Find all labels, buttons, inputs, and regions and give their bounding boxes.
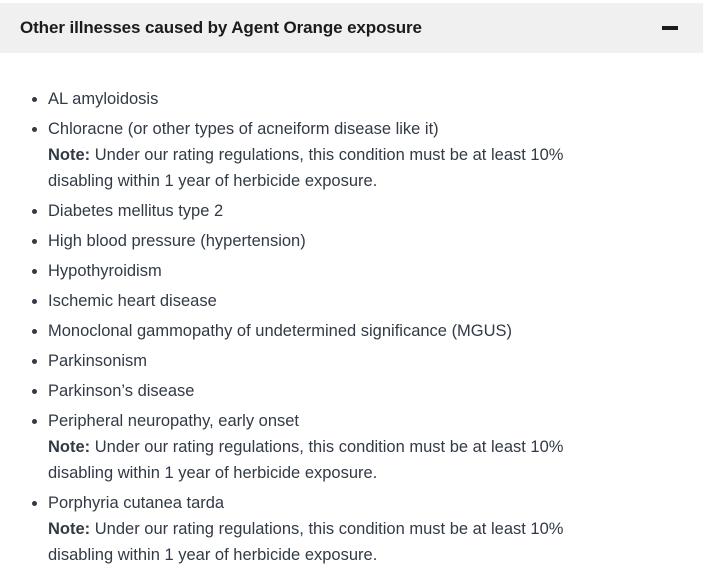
illness-name: Ischemic heart disease xyxy=(48,292,217,310)
illness-name: Peripheral neuropathy, early onset xyxy=(48,412,300,430)
list-item: Monoclonal gammopathy of undetermined si… xyxy=(48,318,626,344)
note: Note: Under our rating regulations, this… xyxy=(48,520,564,564)
illness-name: Chloracne (or other types of acneiform d… xyxy=(48,120,439,138)
illness-name: Porphyria cutanea tarda xyxy=(48,494,225,512)
note-label: Note: xyxy=(48,438,91,456)
note-label: Note: xyxy=(48,146,91,164)
accordion-other-illnesses: Other illnesses caused by Agent Orange e… xyxy=(0,3,703,568)
illness-name: Hypothyroidism xyxy=(48,262,162,280)
note: Note: Under our rating regulations, this… xyxy=(48,438,564,482)
illness-name: Parkinson’s disease xyxy=(48,382,195,400)
illness-name: AL amyloidosis xyxy=(48,90,159,108)
list-item: High blood pressure (hypertension) xyxy=(48,228,626,254)
accordion-body: AL amyloidosis Chloracne (or other types … xyxy=(0,86,703,568)
list-item: Parkinsonism xyxy=(48,348,626,374)
list-item: Parkinson’s disease xyxy=(48,378,626,404)
illness-name: Monoclonal gammopathy of undetermined si… xyxy=(48,322,513,340)
note: Note: Under our rating regulations, this… xyxy=(48,146,564,190)
accordion-header-button[interactable]: Other illnesses caused by Agent Orange e… xyxy=(0,3,703,53)
list-item: AL amyloidosis xyxy=(48,86,626,112)
illness-name: Diabetes mellitus type 2 xyxy=(48,202,224,220)
note-label: Note: xyxy=(48,520,91,538)
accordion-title: Other illnesses caused by Agent Orange e… xyxy=(20,18,422,37)
list-item: Diabetes mellitus type 2 xyxy=(48,198,626,224)
list-item: Chloracne (or other types of acneiform d… xyxy=(48,116,626,194)
list-item: Hypothyroidism xyxy=(48,258,626,284)
list-item: Peripheral neuropathy, early onset Note: … xyxy=(48,408,626,486)
illness-list: AL amyloidosis Chloracne (or other types … xyxy=(0,86,703,568)
list-item: Ischemic heart disease xyxy=(48,288,626,314)
illness-name: Parkinsonism xyxy=(48,352,148,370)
list-item: Porphyria cutanea tarda Note: Under our r… xyxy=(48,490,626,568)
minus-icon xyxy=(662,26,678,30)
illness-name: High blood pressure (hypertension) xyxy=(48,232,306,250)
